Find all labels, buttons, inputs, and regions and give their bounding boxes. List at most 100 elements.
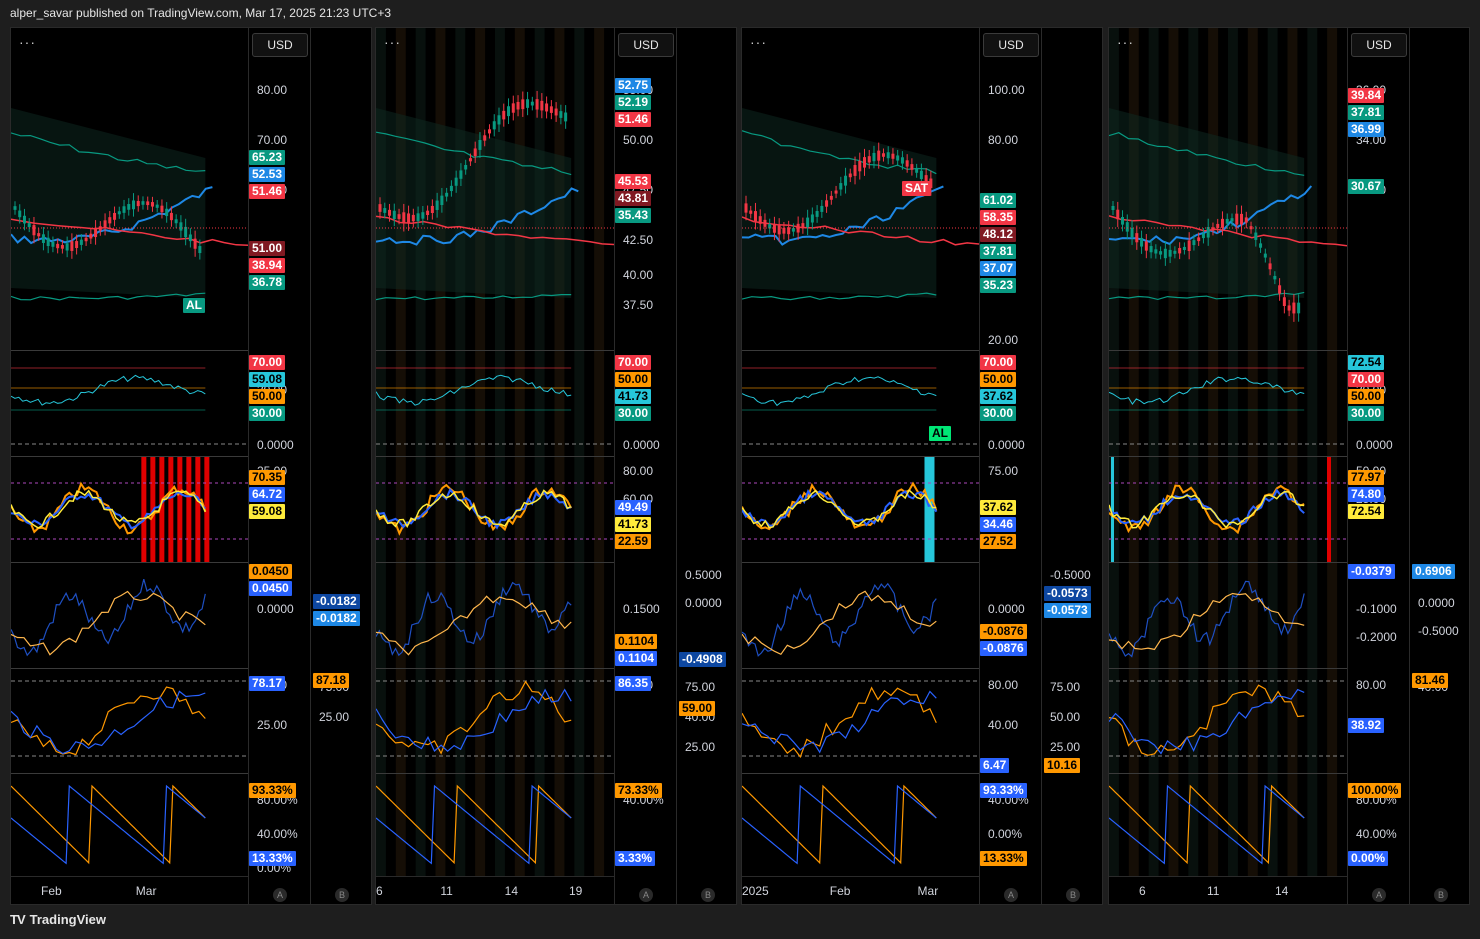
macd-b-label: 0.6906 — [1412, 564, 1455, 579]
scale-a-button[interactable]: A — [639, 888, 653, 902]
aroon-down-line — [742, 784, 937, 865]
pane-separator[interactable] — [376, 456, 736, 457]
pane-separator[interactable] — [742, 668, 1102, 669]
candle-body — [174, 219, 178, 224]
candle-body — [1244, 217, 1248, 223]
aroon-tick: 40.00% — [1356, 827, 1397, 841]
rsi-line — [1109, 376, 1305, 405]
chart-menu-button[interactable]: ··· — [19, 34, 36, 50]
pane-separator[interactable] — [11, 773, 371, 774]
stoch-label: 74.80 — [1348, 487, 1385, 502]
aroon-tick: 0.00% — [988, 827, 1023, 841]
pane-separator[interactable] — [376, 350, 736, 351]
rsi-label: 59.08 — [249, 372, 286, 387]
scale-b-button[interactable]: B — [1434, 888, 1448, 902]
signal-bar — [168, 456, 174, 562]
session-stripe — [415, 28, 426, 876]
macd-label: -0.0876 — [980, 624, 1027, 639]
chart-plot-area[interactable] — [11, 28, 248, 876]
price-scale-b[interactable]: 0.5000 0.0000 -0.4908 75.00 40.00 25.00 59.00 — [676, 28, 736, 904]
chart-panel-3[interactable]: SAT AL ··· USD 100.00 80.00 20.00 61.02 58.35 48.… — [741, 27, 1103, 905]
time-axis[interactable] — [1109, 876, 1347, 904]
tradingview-footer[interactable]: TV TradingView — [10, 912, 106, 927]
chart-plot-area[interactable] — [742, 28, 979, 876]
candle-body — [150, 202, 154, 207]
chart-menu-button[interactable]: ··· — [384, 34, 401, 50]
price-label: 51.00 — [249, 241, 286, 256]
rsi-label: 50.00 — [615, 372, 652, 387]
scale-b-button[interactable]: B — [335, 888, 349, 902]
pane-separator[interactable] — [1109, 668, 1469, 669]
pane-separator[interactable] — [1109, 562, 1469, 563]
candle-body — [122, 206, 126, 213]
rsi-label: 70.00 — [980, 355, 1017, 370]
session-stripe — [1188, 28, 1199, 876]
wave-label: 86.35 — [615, 676, 652, 691]
pane-separator[interactable] — [376, 668, 736, 669]
time-axis[interactable] — [742, 876, 979, 904]
currency-button[interactable]: USD — [1351, 33, 1407, 57]
chart-panel-4[interactable]: ··· USD36.0034.0032.0030.0039.8437.8136.9… — [1108, 27, 1470, 905]
candle-body — [526, 99, 530, 108]
scale-a-button[interactable]: A — [1372, 888, 1386, 902]
chart-plot-area[interactable] — [376, 28, 614, 876]
candle-body — [136, 200, 140, 207]
session-stripe — [1247, 28, 1258, 876]
time-axis[interactable] — [376, 876, 614, 904]
chart-plot-area[interactable] — [1109, 28, 1347, 876]
pane-separator[interactable] — [1109, 773, 1469, 774]
chart-panel-1[interactable]: AL···USD80.0070.0060.0030.0065.2352.5351… — [10, 27, 372, 905]
currency-button[interactable]: USD — [618, 33, 674, 57]
scale-b-button[interactable]: B — [701, 888, 715, 902]
price-scale-a[interactable]: USD 100.00 80.00 20.00 61.02 58.35 48.12 37.81 3… — [979, 28, 1042, 904]
chart-panel-2[interactable]: ··· USD55.0050.0047.5042.5040.0037.5052.7… — [375, 27, 737, 905]
pane-separator[interactable] — [742, 456, 1102, 457]
chart-menu-button[interactable]: ··· — [750, 34, 767, 50]
pane-separator[interactable] — [11, 456, 371, 457]
scale-a-button[interactable]: A — [1004, 888, 1018, 902]
candle-body — [117, 211, 121, 215]
signal-bar — [924, 456, 935, 562]
price-scale-b[interactable]: -0.5000 -0.0573 -0.0573 75.00 50.00 25.00 10.1… — [1041, 28, 1102, 904]
price-tick: 50.00 — [623, 133, 654, 147]
stoch-label: 70.35 — [249, 470, 286, 485]
chart-menu-button[interactable]: ··· — [1117, 34, 1134, 50]
candle-body — [397, 214, 401, 219]
pane-separator[interactable] — [11, 562, 371, 563]
pane-separator[interactable] — [376, 773, 736, 774]
tradingview-logo-icon: TV — [10, 912, 26, 927]
macd-signal-line — [11, 590, 206, 656]
time-tick: 11 — [440, 884, 453, 898]
price-scale-a[interactable]: USD55.0050.0047.5042.5040.0037.5052.7552… — [614, 28, 677, 904]
time-axis[interactable] — [11, 876, 248, 904]
pane-separator[interactable] — [742, 350, 1102, 351]
scale-b-button[interactable]: B — [1066, 888, 1080, 902]
candle-body — [549, 106, 553, 113]
signal-bar — [186, 456, 192, 562]
pane-separator[interactable] — [1109, 350, 1469, 351]
stoch-k-line — [1109, 484, 1305, 535]
pane-separator[interactable] — [1109, 456, 1469, 457]
candle-body — [1249, 226, 1253, 230]
scale-a-button[interactable]: A — [273, 888, 287, 902]
pane-separator[interactable] — [11, 668, 371, 669]
price-scale-a[interactable]: USD36.0034.0032.0030.0039.8437.8136.9930… — [1347, 28, 1410, 904]
time-tick: 14 — [504, 884, 518, 898]
candle-body — [810, 214, 814, 223]
stoch-label: 59.08 — [249, 504, 286, 519]
moving-average-line — [742, 185, 944, 246]
stoch-signal-line — [742, 488, 937, 529]
pane-separator[interactable] — [376, 562, 736, 563]
currency-button[interactable]: USD — [983, 33, 1039, 57]
currency-button[interactable]: USD — [252, 33, 308, 57]
price-scale-a[interactable]: USD80.0070.0060.0030.0065.2352.5351.4651… — [248, 28, 311, 904]
candle-body — [435, 200, 439, 210]
candle-body — [94, 227, 98, 238]
candle-body — [535, 99, 539, 110]
pane-separator[interactable] — [742, 773, 1102, 774]
rsi-label: 70.00 — [615, 355, 652, 370]
pane-separator[interactable] — [11, 350, 371, 351]
pane-separator[interactable] — [742, 562, 1102, 563]
